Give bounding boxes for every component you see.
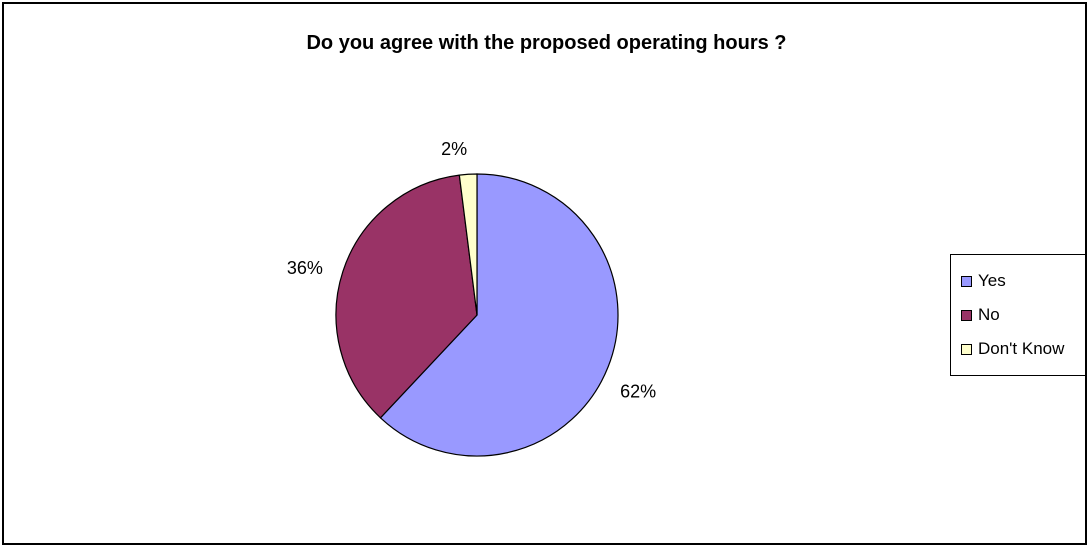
legend-label-no: No — [978, 305, 1000, 324]
legend-swatch-no — [961, 309, 972, 321]
legend-swatch-yes — [961, 275, 972, 287]
chart-title: Do you agree with the proposed operating… — [306, 32, 787, 54]
legend-item-dont-know: Don't Know — [961, 337, 1064, 361]
data-label-no: 36% — [287, 258, 323, 278]
legend-item-yes: Yes — [961, 269, 1006, 293]
chart-legend: Yes No Don't Know — [950, 254, 1085, 376]
data-label-dont-know: 2% — [441, 139, 467, 159]
legend-swatch-dont-know — [961, 343, 972, 355]
legend-label-dont-know: Don't Know — [978, 339, 1065, 358]
data-label-yes: 62% — [620, 382, 656, 402]
pie-slice-yes — [379, 173, 619, 457]
pie-chart: 62% 36% 2% — [287, 139, 656, 457]
legend-item-no: No — [961, 303, 1000, 327]
legend-label-yes: Yes — [978, 271, 1006, 290]
pie-slice-dont-know — [458, 173, 478, 316]
pie-slice-no — [335, 174, 478, 419]
